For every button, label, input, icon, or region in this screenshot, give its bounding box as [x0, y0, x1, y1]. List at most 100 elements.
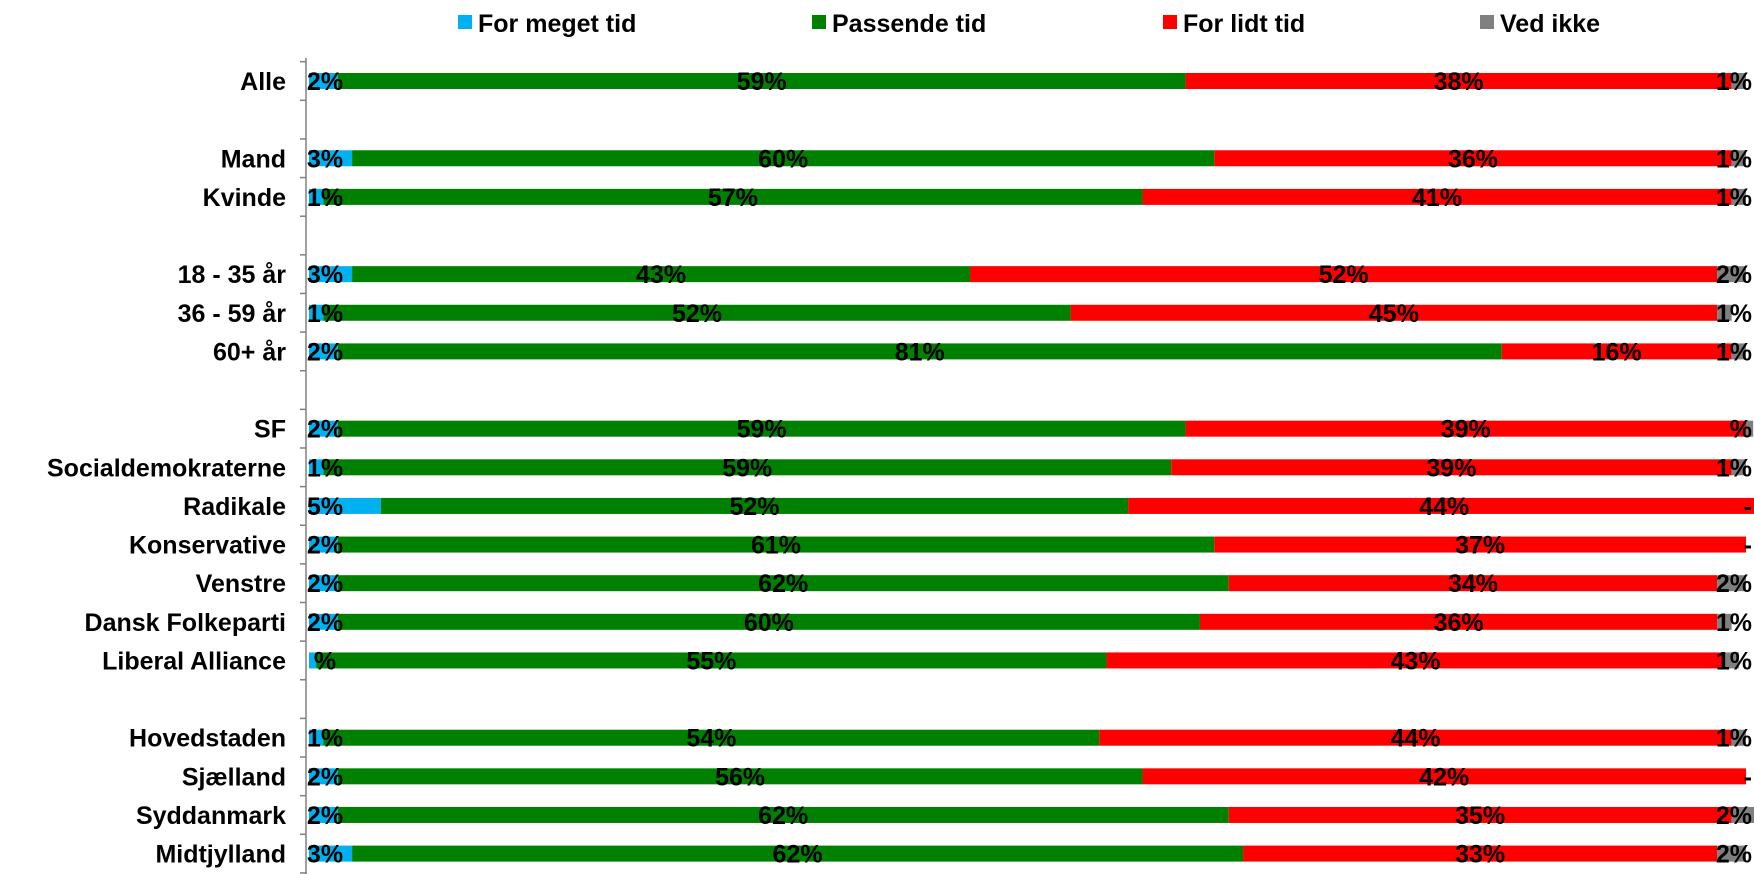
category-label-syddanmark: Syddanmark — [136, 802, 286, 830]
bar-socialdemokraterne-for-meget-tid — [309, 459, 324, 476]
category-label-venstre: Venstre — [196, 570, 286, 598]
bar-alle-for-meget-tid — [309, 73, 338, 89]
bar-socialdemokraterne-passende-tid — [323, 459, 1172, 476]
y-axis-ticks — [300, 60, 306, 874]
category-label-mand: Mand — [221, 145, 286, 173]
bar-hovedstaden-for-meget-tid — [309, 729, 324, 746]
data-label-midtjylland-for-lidt-tid: 33% — [1455, 841, 1505, 869]
bar-sf-for-lidt-tid — [1185, 420, 1746, 437]
bar-dansk-folkeparti-ved-ikke — [1717, 613, 1732, 630]
bar-sf-ved-ikke — [1746, 420, 1754, 437]
bar-midtjylland-ved-ikke — [1717, 845, 1746, 862]
data-label-sf-passende-tid: 59% — [737, 416, 787, 444]
bar-konservative-passende-tid — [337, 536, 1215, 553]
data-label-venstre-for-meget-tid: 2% — [307, 570, 343, 598]
bar-hovedstaden-passende-tid — [323, 729, 1100, 746]
data-label-konservative-for-lidt-tid: 37% — [1455, 532, 1505, 560]
data-label-hovedstaden-passende-tid: 54% — [686, 725, 736, 753]
bar-18-35-aar-passende-tid — [352, 266, 971, 283]
data-labels: 2% 59% 38% 1% 3% 60% 36% 1% 1% 57% 41% 1% 3% 43% 52% 2%… — [307, 68, 1752, 869]
data-label-socialdemokraterne-for-meget-tid: 1% — [307, 454, 343, 482]
data-label-mand-passende-tid: 60% — [758, 145, 808, 173]
bar-dansk-folkeparti-passende-tid — [337, 613, 1200, 630]
data-label-radikale-for-lidt-tid: 44% — [1419, 493, 1469, 521]
data-label-sjaelland-for-lidt-tid: 42% — [1419, 763, 1469, 791]
bar-sf-for-meget-tid — [309, 420, 338, 437]
data-label-alle-passende-tid: 59% — [737, 68, 787, 96]
category-label-midtjylland: Midtjylland — [155, 841, 286, 869]
data-label-alle-ved-ikke: 1% — [1716, 68, 1752, 96]
data-label-liberal-alliance-for-meget-tid: % — [314, 647, 336, 675]
data-label-sjaelland-passende-tid: 56% — [715, 763, 765, 791]
bar-socialdemokraterne-ved-ikke — [1731, 459, 1746, 476]
category-label-konservative: Konservative — [129, 532, 286, 560]
bar-36-59-aar-passende-tid — [323, 304, 1071, 321]
legend-label-passende-tid: Passende tid — [832, 10, 986, 38]
category-labels: Alle Mand Kvinde 18 - 35 år 36 - 59 år 60+ år… — [47, 68, 286, 869]
data-label-syddanmark-for-meget-tid: 2% — [307, 802, 343, 830]
data-label-dansk-folkeparti-for-lidt-tid: 36% — [1434, 609, 1484, 637]
data-label-36-59-aar-ved-ikke: 1% — [1716, 300, 1752, 328]
bar-mand-for-lidt-tid — [1214, 150, 1732, 167]
data-label-socialdemokraterne-ved-ikke: 1% — [1716, 454, 1752, 482]
legend-swatch-ved-ikke — [1480, 15, 1494, 29]
bar-kvinde-passende-tid — [323, 188, 1143, 205]
data-label-60-aar-ved-ikke: 1% — [1716, 338, 1752, 366]
bar-sjaelland-passende-tid — [337, 768, 1143, 785]
data-label-syddanmark-for-lidt-tid: 35% — [1455, 802, 1505, 830]
legend-label-ved-ikke: Ved ikke — [1500, 10, 1600, 38]
data-label-kvinde-for-lidt-tid: 41% — [1412, 184, 1462, 212]
data-label-venstre-for-lidt-tid: 34% — [1448, 570, 1498, 598]
bar-sjaelland-for-meget-tid — [309, 768, 338, 785]
category-label-radikale: Radikale — [183, 493, 286, 521]
bar-18-35-aar-for-lidt-tid — [970, 266, 1718, 283]
category-label-dansk-folkeparti: Dansk Folkeparti — [85, 609, 286, 637]
data-label-36-59-aar-passende-tid: 52% — [672, 300, 722, 328]
data-label-sf-for-meget-tid: 2% — [307, 416, 343, 444]
data-label-venstre-passende-tid: 62% — [758, 570, 808, 598]
bar-hovedstaden-for-lidt-tid — [1099, 729, 1732, 746]
data-label-socialdemokraterne-for-lidt-tid: 39% — [1426, 454, 1476, 482]
bar-dansk-folkeparti-for-lidt-tid — [1199, 613, 1718, 630]
bar-radikale-passende-tid — [380, 497, 1129, 514]
bar-60-aar-passende-tid — [337, 343, 1502, 360]
data-label-midtjylland-ved-ikke: 2% — [1716, 841, 1752, 869]
data-label-kvinde-passende-tid: 57% — [708, 184, 758, 212]
data-label-sf-for-lidt-tid: 39% — [1441, 416, 1491, 444]
bar-dansk-folkeparti-for-meget-tid — [309, 613, 338, 630]
bar-hovedstaden-ved-ikke — [1731, 729, 1746, 746]
bar-midtjylland-for-meget-tid — [309, 845, 353, 862]
data-label-liberal-alliance-passende-tid: 55% — [686, 647, 736, 675]
category-label-18-35-aar: 18 - 35 år — [178, 261, 287, 289]
bar-konservative-for-meget-tid — [309, 536, 338, 553]
data-label-alle-for-meget-tid: 2% — [307, 68, 343, 96]
data-label-socialdemokraterne-passende-tid: 59% — [722, 454, 772, 482]
bar-60-aar-ved-ikke — [1731, 343, 1746, 360]
legend-label-for-lidt-tid: For lidt tid — [1183, 10, 1305, 38]
legend-swatch-for-meget-tid — [458, 15, 472, 29]
bar-60-aar-for-lidt-tid — [1501, 343, 1732, 360]
bar-36-59-aar-for-lidt-tid — [1070, 304, 1718, 321]
data-label-18-35-aar-passende-tid: 43% — [636, 261, 686, 289]
bar-mand-passende-tid — [352, 150, 1215, 167]
bar-18-35-aar-for-meget-tid — [309, 266, 353, 283]
data-label-radikale-ved-ikke: - — [1744, 493, 1752, 521]
bar-syddanmark-for-meget-tid — [309, 806, 338, 823]
bar-liberal-alliance-passende-tid — [316, 652, 1107, 669]
data-label-hovedstaden-for-meget-tid: 1% — [307, 725, 343, 753]
bar-syddanmark-passende-tid — [337, 806, 1229, 823]
data-label-hovedstaden-for-lidt-tid: 44% — [1390, 725, 1440, 753]
data-label-60-aar-passende-tid: 81% — [895, 338, 945, 366]
bar-venstre-passende-tid — [337, 575, 1229, 592]
data-label-radikale-passende-tid: 52% — [729, 493, 779, 521]
data-label-hovedstaden-ved-ikke: 1% — [1716, 725, 1752, 753]
category-label-sf: SF — [254, 416, 286, 444]
bar-18-35-aar-ved-ikke — [1717, 266, 1746, 283]
bar-radikale-for-meget-tid — [309, 497, 381, 514]
bar-radikale-for-lidt-tid — [1128, 497, 1754, 514]
data-label-alle-for-lidt-tid: 38% — [1434, 68, 1484, 96]
data-label-sjaelland-for-meget-tid: 2% — [307, 763, 343, 791]
bar-sjaelland-for-lidt-tid — [1142, 768, 1746, 785]
bar-venstre-ved-ikke — [1717, 575, 1746, 592]
data-label-dansk-folkeparti-passende-tid: 60% — [744, 609, 794, 637]
